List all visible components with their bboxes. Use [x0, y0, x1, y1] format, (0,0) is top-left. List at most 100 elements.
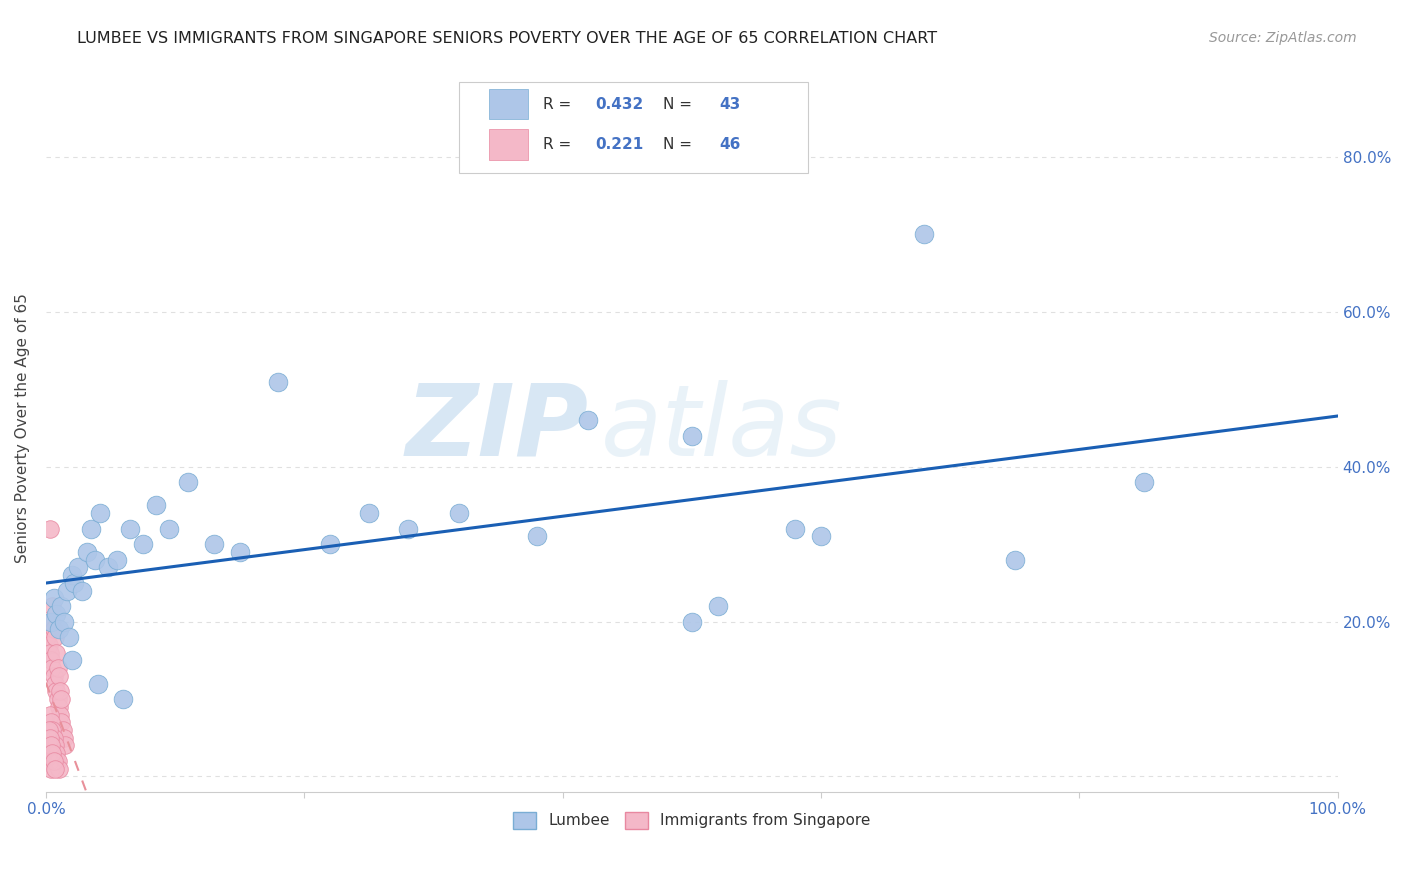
Point [48, 762, 70, 776]
Text: R =: R = [543, 136, 576, 152]
Point [157, 522, 180, 536]
Point [58, 630, 80, 644]
Text: 43: 43 [718, 96, 740, 112]
Point [44, 739, 66, 753]
Point [319, 537, 342, 551]
Text: 0.221: 0.221 [595, 136, 643, 152]
Text: N =: N = [664, 136, 697, 152]
Point [38, 522, 60, 536]
Point [39, 762, 62, 776]
Point [70, 583, 93, 598]
Point [60, 568, 83, 582]
Point [38, 731, 60, 745]
Point [48, 699, 70, 714]
Point [46, 661, 69, 675]
Point [63, 575, 86, 590]
Y-axis label: Seniors Poverty Over the Age of 65: Seniors Poverty Over the Age of 65 [15, 293, 30, 563]
Point [51, 599, 73, 613]
Point [912, 227, 935, 242]
Point [105, 552, 128, 566]
FancyBboxPatch shape [489, 89, 527, 120]
Point [84, 552, 107, 566]
Point [86, 676, 108, 690]
Point [42, 731, 65, 745]
Point [45, 684, 67, 698]
Point [42, 591, 65, 606]
Point [41, 599, 63, 613]
Point [53, 739, 76, 753]
Point [39, 615, 62, 629]
Point [51, 692, 73, 706]
Point [38, 723, 60, 737]
Point [42, 623, 65, 637]
Point [41, 731, 63, 745]
Text: R =: R = [543, 96, 576, 112]
Point [449, 506, 471, 520]
Point [89, 506, 111, 520]
FancyBboxPatch shape [460, 82, 808, 173]
Point [267, 375, 290, 389]
Point [1133, 475, 1156, 490]
Point [48, 623, 70, 637]
Point [177, 475, 200, 490]
Point [38, 638, 60, 652]
Text: 0.432: 0.432 [595, 96, 643, 112]
Point [41, 723, 63, 737]
Point [681, 429, 703, 443]
Point [76, 545, 98, 559]
Text: 46: 46 [718, 136, 741, 152]
Point [51, 715, 73, 730]
Point [526, 529, 548, 543]
Point [45, 754, 67, 768]
Point [45, 646, 67, 660]
Point [228, 545, 250, 559]
Point [38, 707, 60, 722]
Point [45, 607, 67, 621]
Point [38, 646, 60, 660]
Legend: Lumbee, Immigrants from Singapore: Lumbee, Immigrants from Singapore [508, 805, 876, 835]
Point [52, 723, 75, 737]
Text: atlas: atlas [602, 379, 844, 476]
Point [44, 746, 66, 760]
Point [60, 653, 83, 667]
Point [49, 707, 72, 722]
Text: Source: ZipAtlas.com: Source: ZipAtlas.com [1209, 31, 1357, 45]
Point [42, 739, 65, 753]
Point [39, 739, 62, 753]
Point [46, 692, 69, 706]
Point [55, 583, 77, 598]
Point [41, 746, 63, 760]
Point [1004, 552, 1026, 566]
Point [396, 522, 419, 536]
Point [706, 599, 728, 613]
Point [202, 537, 225, 551]
Point [810, 529, 832, 543]
Point [39, 653, 62, 667]
Point [357, 506, 380, 520]
Point [132, 537, 155, 551]
Point [80, 522, 103, 536]
Point [97, 560, 120, 574]
Point [785, 522, 807, 536]
Point [41, 661, 63, 675]
Point [44, 630, 66, 644]
Point [53, 731, 76, 745]
Point [67, 560, 90, 574]
Point [578, 413, 600, 427]
Point [145, 499, 167, 513]
Point [112, 692, 135, 706]
Point [118, 522, 141, 536]
Point [46, 754, 69, 768]
Point [39, 615, 62, 629]
Point [38, 754, 60, 768]
Point [37, 630, 59, 644]
Point [45, 746, 67, 760]
Point [42, 669, 65, 683]
Point [42, 754, 65, 768]
Text: ZIP: ZIP [405, 379, 589, 476]
Point [39, 715, 62, 730]
Point [53, 615, 76, 629]
Text: N =: N = [664, 96, 697, 112]
Point [49, 684, 72, 698]
Point [48, 669, 70, 683]
